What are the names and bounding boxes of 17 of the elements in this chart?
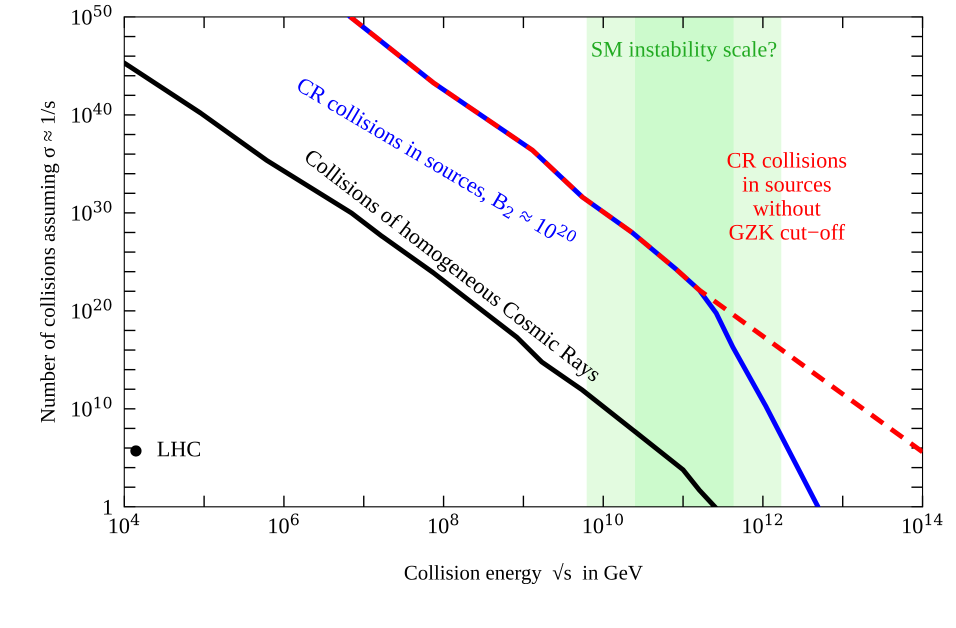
y-tick-label: 10$^{20}$ [72,298,112,319]
x-tick-label: 10$^{6}$ [269,514,299,534]
y-tick-label: 10$^{30}$ [72,200,112,221]
x-axis-title: Collision energy √s in GeV [404,563,643,584]
series-label: LHC [157,442,200,457]
text: CR collisions in sources without GZK cut−off [728,152,846,240]
x-tick-label: 10$^{14}$ [903,514,943,534]
x-tick-label: 10$^{8}$ [428,514,458,534]
y-axis-title: Number of collisions assuming σ ≈ 1/s [40,101,60,422]
band-label: SM instability scale? [592,41,776,62]
x-tick-label: 10$^{4}$ [110,514,140,534]
y-tick-label: 1 [104,500,112,515]
x-tick-label: 10$^{12}$ [743,514,782,534]
y-tick-label: 10$^{50}$ [72,4,112,25]
x-tick-label: 10$^{10}$ [584,514,623,534]
y-tick-label: 10$^{10}$ [72,396,112,417]
y-tick-label: 10$^{40}$ [72,102,112,123]
